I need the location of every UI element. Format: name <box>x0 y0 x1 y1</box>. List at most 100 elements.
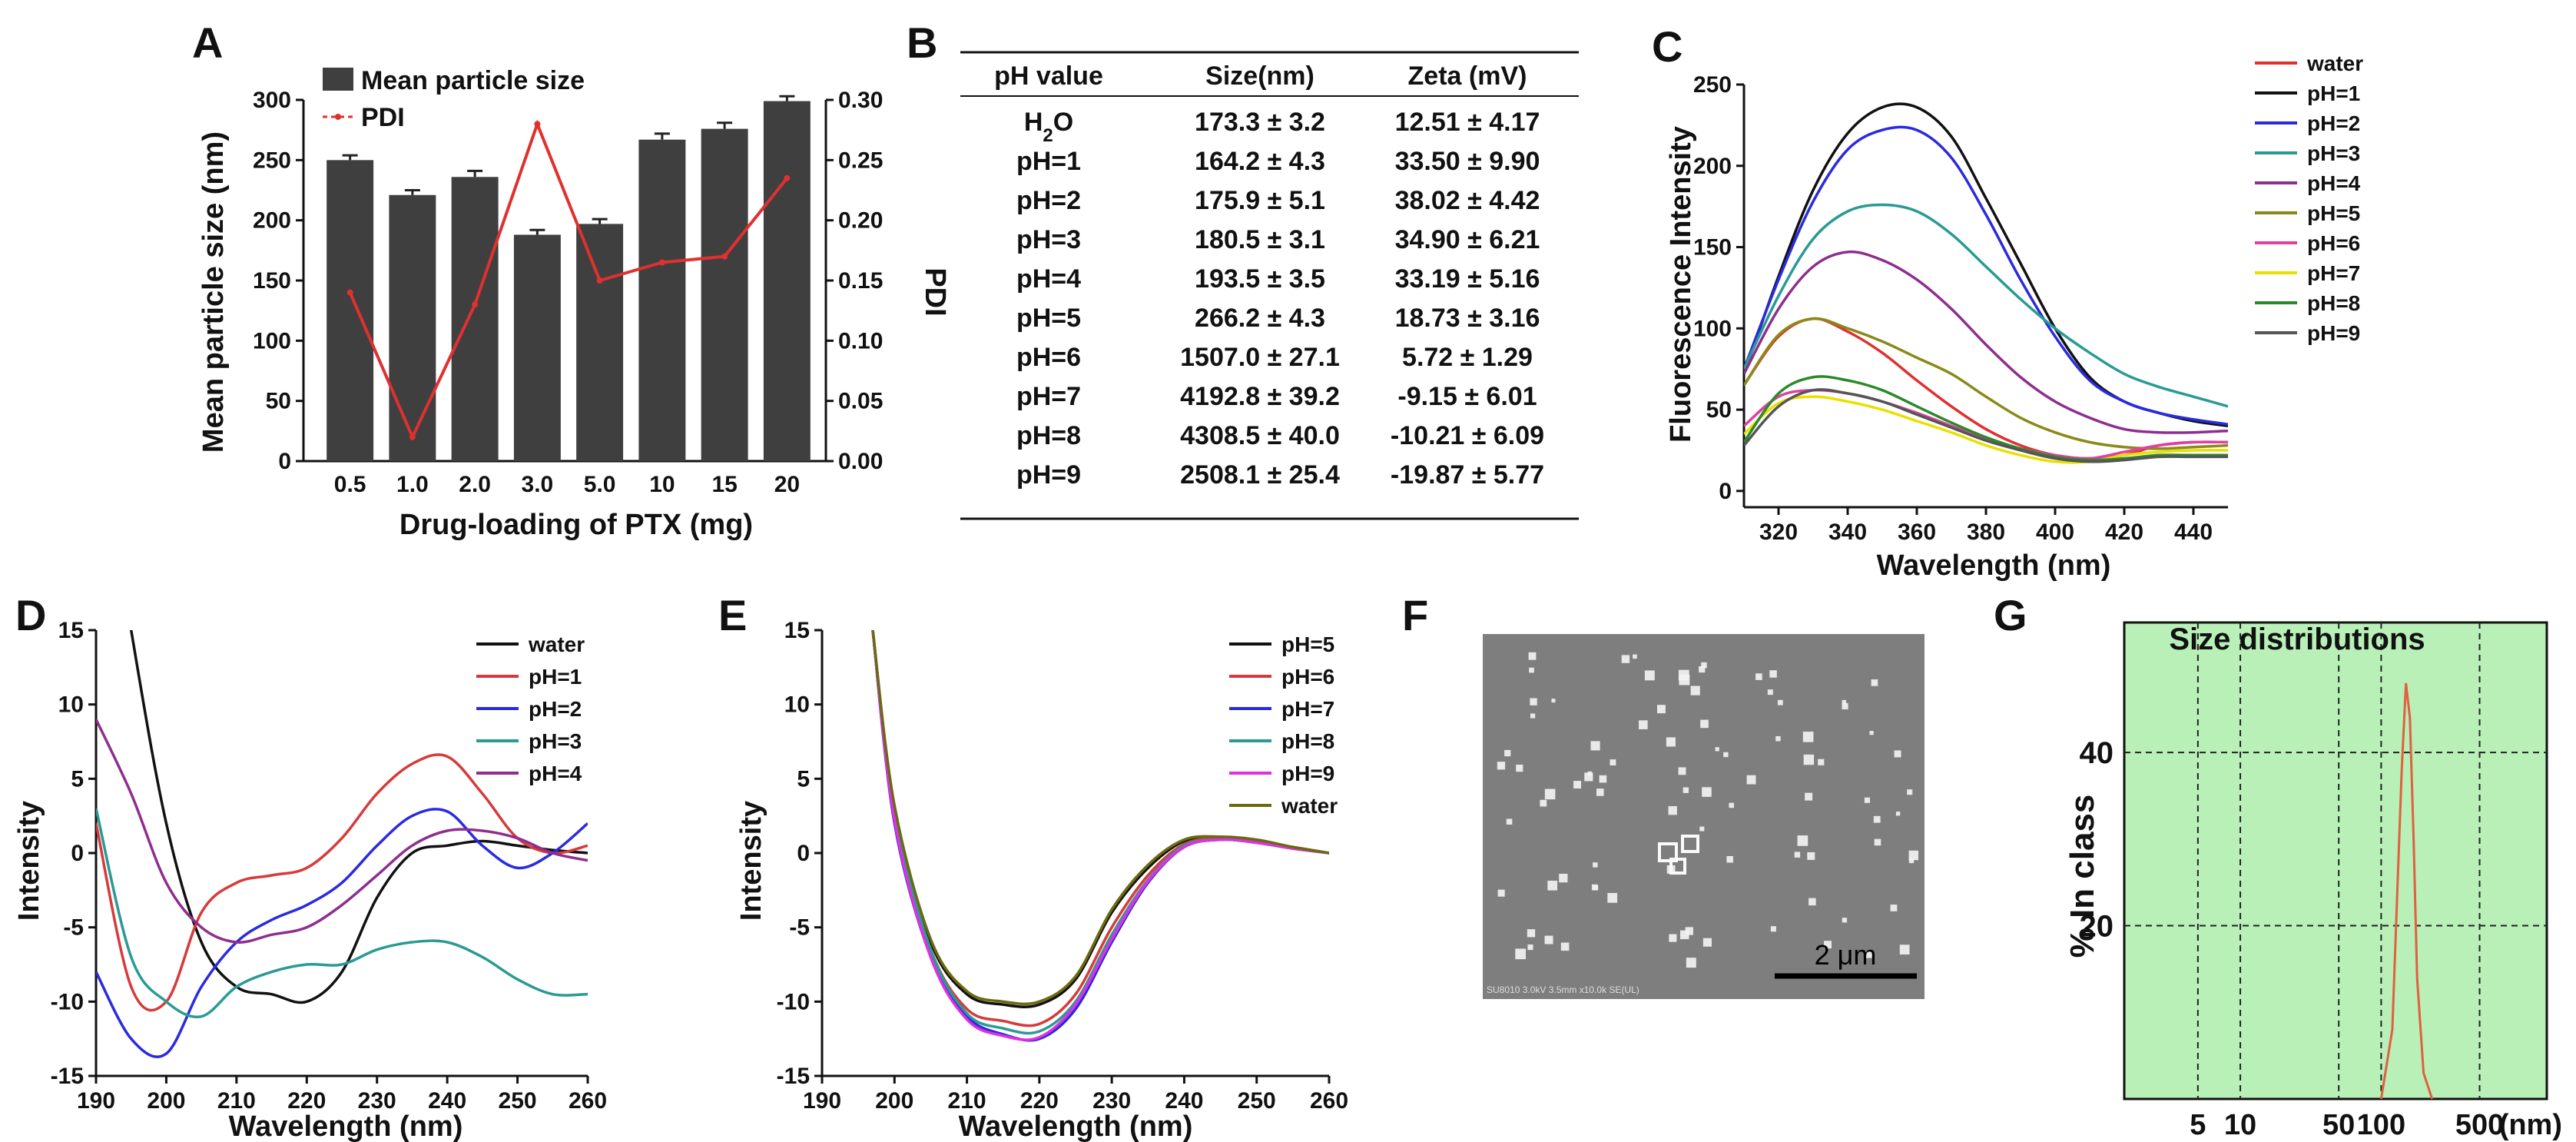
panel-a-xtick-label: 5.0 <box>584 472 616 497</box>
sem-particle <box>1907 789 1913 795</box>
table-cell: 4192.8 ± 39.2 <box>1180 382 1340 411</box>
panel-e-xtick-label: 260 <box>1310 1088 1348 1114</box>
table-cell: 180.5 ± 3.1 <box>1195 225 1325 254</box>
panel-a-y2tick-label: 0.00 <box>838 449 883 474</box>
bar-15 <box>701 128 748 461</box>
panel-c-ytick-label: 100 <box>1693 316 1732 341</box>
bar-3.0 <box>513 234 561 461</box>
legend-bar-swatch <box>323 68 353 91</box>
sem-particle <box>1775 735 1781 742</box>
panel-a-ytick-label: 250 <box>253 148 291 173</box>
panel-d-xtick-label: 230 <box>358 1088 396 1114</box>
sem-particle <box>1699 826 1705 832</box>
panel-c-legend-label: pH=5 <box>2307 201 2360 225</box>
size-zeta-table: pH value Size(nm) Zeta (mV) H2O 173.3 ± 3.2 1… <box>994 61 1544 490</box>
table-cell: pH=2 <box>1016 186 1081 215</box>
panel-c-legend-label: pH=2 <box>2307 111 2360 135</box>
panel-a-ytick-label: 0 <box>278 449 291 474</box>
pdi-line <box>348 119 788 441</box>
sem-particle <box>1802 732 1814 742</box>
table-cell: pH=7 <box>1016 382 1081 411</box>
panel-c: C 320 340 360 380 400 420 440 0 50 100 150 200 250 w… <box>1652 22 2363 582</box>
sem-particles <box>1497 652 1918 968</box>
panel-c-legend-label: pH=9 <box>2307 321 2360 345</box>
panel-c-legend-label: pH=7 <box>2307 261 2360 285</box>
panel-c-xtick-label: 400 <box>2036 520 2074 545</box>
sem-footer-text: SU8010 3.0kV 3.5mm x10.0k SE(UL) <box>1487 984 1639 995</box>
panel-e-legend-label: pH=8 <box>1281 729 1334 753</box>
table-cell: 4308.5 ± 40.0 <box>1180 421 1340 450</box>
panel-e-series-group <box>871 630 1329 1042</box>
panel-c-series-group <box>1744 102 2228 464</box>
sem-particle <box>1515 948 1527 960</box>
pdi-point <box>721 253 728 260</box>
table-cell: pH=3 <box>1016 225 1081 254</box>
panel-d-series-group <box>96 630 588 1058</box>
sem-particle <box>1529 667 1534 673</box>
size-distribution-line <box>2379 682 2434 1100</box>
panel-d-xtick-label: 260 <box>569 1088 607 1114</box>
legend-pdi-marker <box>335 114 341 120</box>
panel-d-legend: water pH=1 pH=2 pH=3 pH=4 <box>476 632 585 785</box>
panel-e-xtick-label: 240 <box>1165 1088 1203 1114</box>
panel-a-ytick-label: 100 <box>253 328 291 354</box>
panel-d-legend-label: pH=3 <box>529 729 582 753</box>
sem-particle <box>1767 689 1773 695</box>
bar-2.0 <box>451 177 499 461</box>
sem-particle <box>1873 815 1881 823</box>
panel-e-legend: pH=5 pH=6 pH=7 pH=8 pH=9 water <box>1229 632 1338 818</box>
panel-c-legend-label: water <box>2306 51 2363 75</box>
sem-particle <box>1547 880 1558 891</box>
panel-e-ytick-label: -5 <box>789 915 810 941</box>
panel-d-xlabel: Wavelength (nm) <box>229 1110 463 1142</box>
bar-10 <box>638 139 686 461</box>
sem-particle <box>1899 944 1910 955</box>
panel-c-series-pH=9 <box>1744 388 2228 463</box>
pdi-point <box>658 259 665 266</box>
sem-particle <box>1644 670 1655 681</box>
panel-d-xtick-label: 220 <box>287 1088 326 1114</box>
panel-e-xtick-label: 200 <box>875 1088 913 1114</box>
sem-particle <box>1726 855 1733 863</box>
sem-particle <box>1544 788 1556 800</box>
panel-e-legend-label: pH=6 <box>1281 665 1334 689</box>
panel-e-xtick-label: 190 <box>803 1088 841 1114</box>
sem-particle <box>1894 750 1901 758</box>
legend-bar-label: Mean particle size <box>361 66 585 95</box>
sem-particle <box>1679 930 1689 940</box>
sem-particle <box>1803 754 1815 765</box>
panel-a-letter: A <box>192 18 223 67</box>
sem-particle <box>1755 673 1762 680</box>
sem-particle <box>1685 927 1693 935</box>
panel-c-plot: 320 340 360 380 400 420 440 0 50 100 150 200 250 <box>1693 72 2228 545</box>
panel-c-letter: C <box>1652 22 1683 71</box>
table-cell: 193.5 ± 3.5 <box>1195 264 1325 294</box>
panel-d-legend-label: water <box>528 632 585 656</box>
sem-particle <box>1908 858 1915 864</box>
sem-particle <box>1842 702 1848 710</box>
table-cell: 1507.0 ± 27.1 <box>1180 343 1340 372</box>
table-cell: pH=8 <box>1016 421 1081 450</box>
sem-particle <box>1683 787 1689 793</box>
panel-d: D 190 200 210 220 230 240 250 260 -15 -10 -5 0 5 10 15… <box>13 591 607 1142</box>
sem-particle <box>1528 652 1537 660</box>
panel-a-xtick-label: 2.0 <box>459 472 491 497</box>
panel-a-ytick-label: 300 <box>253 88 291 113</box>
sem-particle <box>1559 873 1568 883</box>
panel-a-y2tick-label: 0.30 <box>838 88 883 113</box>
panel-e: E 190 200 210 220 230 240 250 260 -15 -10 -5 0 5 10 15… <box>718 591 1348 1142</box>
panel-a-y2tick-label: 0.05 <box>838 389 883 414</box>
sem-particle <box>1527 944 1533 951</box>
sem-particle <box>1797 835 1809 846</box>
sem-particle <box>1874 838 1881 846</box>
panel-e-xtick-label: 250 <box>1238 1088 1276 1114</box>
sem-particle <box>1699 666 1706 673</box>
panel-g-plot-area <box>2123 621 2548 1101</box>
sem-particle <box>1530 713 1536 719</box>
pdi-point <box>472 301 479 308</box>
sem-particle <box>1506 818 1513 825</box>
sem-particle <box>1690 686 1700 695</box>
sem-particle <box>1530 698 1537 705</box>
panel-e-ytick-label: -15 <box>777 1064 810 1089</box>
panel-e-series-pH=9 <box>871 630 1329 1041</box>
